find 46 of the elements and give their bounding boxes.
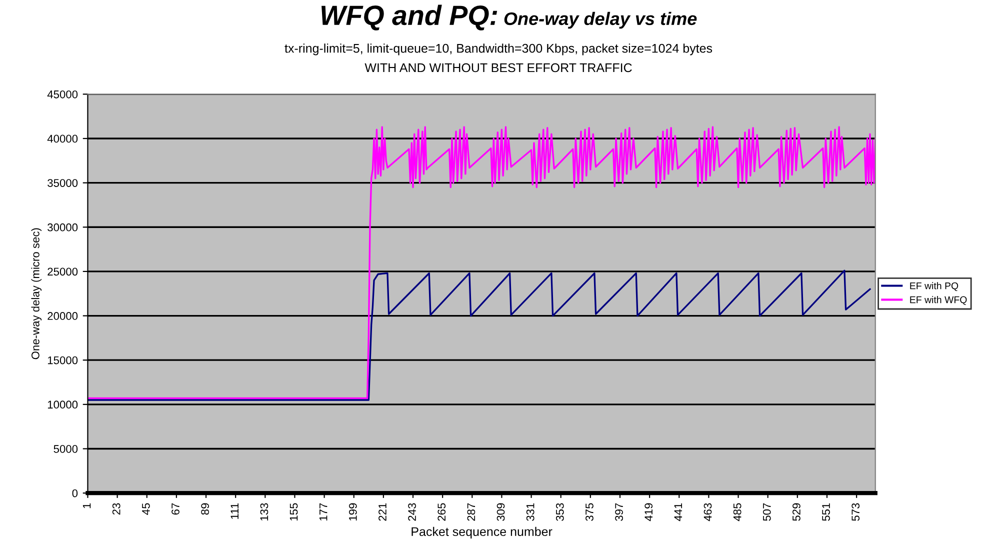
x-tick-label: 441 [674, 503, 682, 522]
x-tick-label: 485 [733, 503, 742, 522]
y-tick-label: 30000 [48, 223, 78, 232]
x-tick-label: 111 [230, 503, 238, 519]
legend-label: EF with WFQ [910, 296, 967, 305]
x-tick-label: 463 [704, 503, 712, 522]
y-tick-label: 10000 [48, 400, 78, 409]
x-tick-label: 177 [320, 503, 328, 520]
x-tick-label: 1 [82, 503, 91, 508]
x-tick-label: 309 [496, 503, 505, 521]
x-tick-label: 265 [438, 503, 446, 521]
text: tx-ring-limit=5, limit-queue=10, Bandwidth=300 Kbps, packet size=1024 bytes [284, 44, 712, 56]
y-axis-title: One-way delay (micro sec) [31, 228, 42, 360]
x-axis-title: Packet sequence number [412, 526, 552, 539]
x-tick-label: 133 [260, 503, 268, 520]
legend-label: EF with PQ [910, 282, 958, 292]
chart-subtitle: One-way delay vs time [504, 12, 697, 29]
text: WITH AND WITHOUT BEST EFFORT TRAFFIC [364, 63, 632, 72]
x-tick-label: 89 [201, 503, 209, 515]
x-tick-label: 419 [644, 503, 653, 522]
y-tick-label: 40000 [47, 134, 78, 143]
x-tick-label: 397 [615, 503, 623, 521]
x-tick-label: 287 [467, 503, 476, 521]
chart-title: WFQ and PQ: [322, 4, 498, 30]
x-tick-label: 507 [762, 503, 771, 521]
x-tick-label: 551 [822, 503, 830, 521]
x-tick-label: 353 [556, 503, 564, 521]
y-tick-label: 15000 [48, 356, 78, 364]
x-tick-label: 155 [290, 503, 298, 520]
x-tick-label: 221 [378, 503, 386, 521]
y-tick-label: 25000 [48, 268, 78, 276]
x-tick-label: 243 [408, 503, 416, 521]
x-tick-label: 375 [586, 503, 594, 521]
x-tick-label: 67 [172, 503, 180, 515]
x-tick-label: 331 [526, 503, 534, 521]
y-tick-label: 20000 [48, 312, 78, 320]
line-series [88, 270, 871, 401]
x-tick-label: 529 [792, 503, 800, 521]
y-tick-label: 35000 [48, 179, 78, 187]
x-tick-label: 23 [112, 503, 120, 515]
y-tick-label: 45000 [47, 90, 78, 98]
y-tick-label: 5000 [54, 445, 78, 453]
y-tick-label: 0 [72, 489, 78, 498]
x-tick-label: 199 [348, 503, 357, 520]
x-tick-label: 45 [142, 503, 150, 515]
x-tick-label: 573 [852, 503, 860, 521]
